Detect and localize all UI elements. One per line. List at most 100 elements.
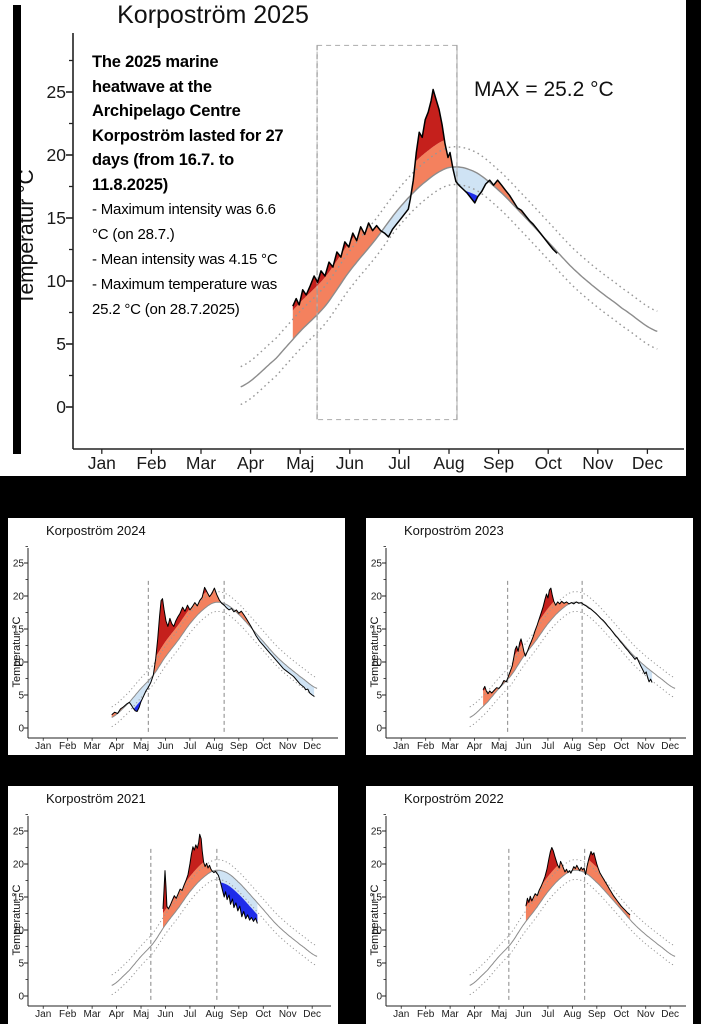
chart-2021-title: Korpoström 2021 — [46, 791, 146, 806]
month-label: Maj — [491, 1009, 507, 1020]
y-tick-label: 20 — [371, 860, 383, 871]
climatology-line — [111, 869, 318, 986]
annotation-line: heatwave at the — [92, 77, 212, 96]
annotation-line: - Mean intensity was 4.15 °C — [92, 251, 278, 268]
month-label: Nov — [637, 741, 655, 752]
annotation-line: - Maximum intensity was 6.6 — [92, 201, 276, 218]
max-temperature-label: MAX = 25.2 °C — [474, 78, 614, 101]
heat-strong-area — [292, 89, 558, 311]
month-label: Jul — [184, 741, 197, 752]
heat-moderate-area — [525, 860, 631, 922]
month-label: Feb — [417, 741, 435, 752]
y-tick-label: 25 — [47, 82, 66, 102]
y-tick-label: 10 — [47, 271, 67, 291]
month-label: Sep — [230, 1009, 248, 1020]
panel-2022: 0 5 10 15 20 25 Jan Feb Mar Apr Maj Jun Jul Aug Sep Oct… — [366, 786, 693, 1024]
month-label: Apr — [109, 741, 125, 752]
panel-2024: 0 5 10 15 20 25 Jan Feb Mar Apr Maj Jun Jul Aug Sep Oct… — [8, 518, 345, 755]
month-label: Mar — [186, 453, 216, 473]
y-tick-label: 15 — [47, 208, 66, 228]
month-label: Jun — [157, 741, 173, 752]
y-tick-label: 0 — [18, 992, 24, 1003]
month-label: Jan — [393, 1009, 409, 1020]
chart-2023-ylabel: Temperatur °C — [369, 616, 381, 688]
upper-threshold-line — [111, 859, 318, 976]
y-tick-label: 25 — [371, 827, 383, 838]
temperature-line — [292, 88, 558, 307]
month-label: Sep — [230, 741, 248, 752]
y-tick-label: 5 — [376, 959, 382, 970]
cold-strong-area — [163, 882, 258, 941]
upper-threshold-line — [469, 859, 676, 976]
heat-strong-area — [111, 587, 315, 703]
y-tick-label: 0 — [18, 724, 24, 735]
month-label: Maj — [491, 741, 507, 752]
month-label: Oct — [255, 741, 271, 752]
lower-threshold-line — [111, 879, 318, 996]
month-label: Mar — [84, 741, 102, 752]
y-tick-label: 0 — [376, 992, 382, 1003]
month-label: Jul — [184, 1009, 197, 1020]
month-label: Apr — [467, 1009, 483, 1020]
month-label: Maj — [286, 453, 314, 473]
month-label: Jul — [388, 453, 410, 473]
y-tick-label: 15 — [371, 625, 383, 636]
heatwave-annotation: The 2025 marine heatwave at the Archipelag… — [92, 50, 330, 322]
month-label: Mar — [442, 1009, 460, 1020]
heat-moderate-area — [292, 140, 558, 340]
panel-2023: 0 5 10 15 20 25 Jan Feb Mar Apr Maj Jun Jul Aug Sep Oct… — [366, 518, 693, 755]
annotation-line: 25.2 °C (on 28.7.2025) — [92, 301, 240, 318]
annotation-line: 11.8.2025) — [92, 175, 168, 194]
y-tick-label: 5 — [18, 691, 24, 702]
y-tick-label: 20 — [47, 145, 67, 165]
cold-strong-area — [483, 614, 653, 719]
month-label: Jun — [515, 741, 531, 752]
month-label: Aug — [433, 453, 464, 473]
month-label: Jan — [35, 741, 51, 752]
y-tick-label: 15 — [13, 625, 25, 636]
month-label: Apr — [237, 453, 264, 473]
annotation-bold-block: The 2025 marine heatwave at the Archipelag… — [92, 50, 330, 197]
month-label: Aug — [563, 741, 581, 752]
month-label: Jun — [336, 453, 364, 473]
month-label: Nov — [637, 1009, 655, 1020]
month-label: Dec — [303, 1009, 321, 1020]
climatology-line — [240, 166, 658, 388]
month-label: Jul — [542, 741, 555, 752]
annotation-line: Korpoström lasted for 27 — [92, 126, 284, 145]
month-label: Nov — [279, 1009, 297, 1020]
month-label: Jan — [393, 741, 409, 752]
y-tick-label: 25 — [13, 827, 25, 838]
temperature-line — [482, 587, 653, 695]
chart-2025-plot: 0 5 10 15 20 25 Jan Feb Mar Apr Maj Jun Jul Aug Sep Oct… — [47, 33, 684, 473]
month-label: Jun — [515, 1009, 531, 1020]
y-tick-label: 15 — [371, 893, 383, 904]
month-label: Oct — [613, 741, 629, 752]
month-label: Dec — [632, 453, 663, 473]
climatology-line — [469, 601, 676, 718]
chart-2024-ylabel: Temperatur °C — [11, 616, 23, 688]
upper-threshold-line — [240, 146, 658, 368]
annotation-line: °C (on 28.7.) — [92, 226, 175, 243]
month-label: Sep — [588, 741, 606, 752]
month-label: Aug — [563, 1009, 581, 1020]
y-tick-label: 15 — [13, 893, 25, 904]
y-tick-label: 25 — [371, 559, 383, 570]
month-label: Maj — [133, 741, 149, 752]
climatology-line — [111, 601, 318, 718]
month-label: Nov — [582, 453, 613, 473]
cold-moderate-area — [483, 602, 653, 707]
y-tick-label: 20 — [13, 592, 25, 603]
panel-2025: 0 5 10 15 20 25 Jan Feb Mar Apr Maj Jun Jul Aug Sep Oct… — [0, 0, 686, 476]
month-label: Feb — [59, 741, 77, 752]
chart-2024-plot: 0 5 10 15 20 25 Jan Feb Mar Apr Maj Jun Jul Aug Sep Oct… — [13, 546, 338, 752]
y-tick-label: 10 — [371, 658, 383, 669]
annotation-line: The 2025 marine — [92, 53, 219, 71]
temperature-line — [162, 833, 258, 924]
heat-moderate-area — [483, 601, 653, 707]
page-title: Korpoström 2025 — [117, 1, 309, 29]
y-tick-label: 10 — [13, 926, 25, 937]
heat-strong-area — [525, 847, 631, 907]
month-label: Mar — [84, 1009, 102, 1020]
